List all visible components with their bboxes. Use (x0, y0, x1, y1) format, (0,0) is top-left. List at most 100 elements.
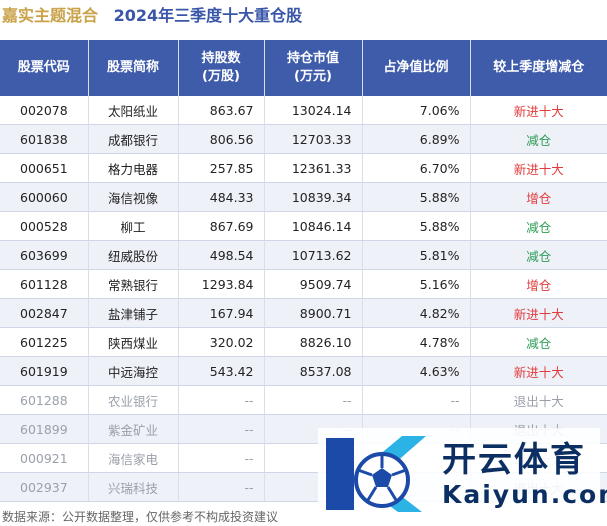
shares-held: 863.67 (178, 96, 265, 125)
position-change: 减仓 (470, 327, 607, 357)
stock-name: 常熟银行 (88, 269, 179, 299)
shares-held: -- (178, 443, 265, 473)
shares-held: -- (178, 414, 265, 444)
position-change: 减仓 (470, 240, 607, 270)
stock-name: 格力电器 (88, 153, 179, 183)
position-change: 增仓 (470, 182, 607, 212)
header-code: 股票代码 (0, 40, 89, 96)
header-name: 股票简称 (88, 40, 179, 96)
header-shares: 持股数 (万股) (178, 40, 265, 96)
market-value: 10846.14 (264, 211, 363, 241)
stock-name: 紫金矿业 (88, 414, 179, 444)
report-period: 2024年三季度十大重仓股 (113, 6, 303, 25)
position-change: 减仓 (470, 211, 607, 241)
position-change: 增仓 (470, 269, 607, 299)
stock-code: 601225 (0, 327, 89, 357)
shares-held: -- (178, 385, 265, 415)
table-row: 601919 中远海控 543.42 8537.08 4.63% 新进十大 (0, 356, 607, 386)
market-value: 8537.08 (264, 356, 363, 386)
brand-name-en: Kaiyun.com (442, 480, 607, 509)
net-value-ratio: 5.16% (362, 269, 471, 299)
shares-held: 320.02 (178, 327, 265, 357)
table-row: 000651 格力电器 257.85 12361.33 6.70% 新进十大 (0, 153, 607, 183)
market-value: 10839.34 (264, 182, 363, 212)
stock-name: 纽威股份 (88, 240, 179, 270)
stock-code: 603699 (0, 240, 89, 270)
header-ratio: 占净值比例 (362, 40, 471, 96)
table-row: 000528 柳工 867.69 10846.14 5.88% 减仓 (0, 211, 607, 241)
market-value: 9509.74 (264, 269, 363, 299)
market-value: 12703.33 (264, 124, 363, 154)
shares-held: 484.33 (178, 182, 265, 212)
stock-code: 000651 (0, 153, 89, 183)
chart-title: 嘉实主题混合 2024年三季度十大重仓股 (2, 3, 302, 29)
shares-held: 806.56 (178, 124, 265, 154)
market-value: 12361.33 (264, 153, 363, 183)
shares-held: 257.85 (178, 153, 265, 183)
shares-held: -- (178, 472, 265, 502)
market-value: 13024.14 (264, 96, 363, 125)
soccer-ball-logo-icon (326, 436, 426, 512)
stock-name: 成都银行 (88, 124, 179, 154)
net-value-ratio: 5.88% (362, 182, 471, 212)
market-value: 8900.71 (264, 298, 363, 328)
net-value-ratio: 7.06% (362, 96, 471, 125)
stock-name: 盐津铺子 (88, 298, 179, 328)
net-value-ratio: 4.82% (362, 298, 471, 328)
table-row: 002847 盐津铺子 167.94 8900.71 4.82% 新进十大 (0, 298, 607, 328)
market-value: 10713.62 (264, 240, 363, 270)
shares-held: 543.42 (178, 356, 265, 386)
table-row: 002078 太阳纸业 863.67 13024.14 7.06% 新进十大 (0, 96, 607, 125)
shares-held: 1293.84 (178, 269, 265, 299)
stock-code: 002078 (0, 96, 89, 125)
table-row: 600060 海信视像 484.33 10839.34 5.88% 增仓 (0, 182, 607, 212)
stock-name: 太阳纸业 (88, 96, 179, 125)
stock-code: 002937 (0, 472, 89, 502)
stock-code: 002847 (0, 298, 89, 328)
position-change: 退出十大 (470, 385, 607, 415)
shares-held: 867.69 (178, 211, 265, 241)
net-value-ratio: 4.78% (362, 327, 471, 357)
net-value-ratio: 5.81% (362, 240, 471, 270)
stock-name: 兴瑞科技 (88, 472, 179, 502)
table-row: 601838 成都银行 806.56 12703.33 6.89% 减仓 (0, 124, 607, 154)
stock-name: 农业银行 (88, 385, 179, 415)
holdings-table: 股票代码 股票简称 持股数 (万股) 持仓市值 (万元) 占净值比例 较上季度增… (0, 40, 607, 502)
stock-code: 600060 (0, 182, 89, 212)
header-value: 持仓市值 (万元) (264, 40, 363, 96)
net-value-ratio: 4.63% (362, 356, 471, 386)
position-change: 新进十大 (470, 356, 607, 386)
stock-name: 海信家电 (88, 443, 179, 473)
stock-code: 601128 (0, 269, 89, 299)
table-header-row: 股票代码 股票简称 持股数 (万股) 持仓市值 (万元) 占净值比例 较上季度增… (0, 40, 607, 96)
stock-name: 海信视像 (88, 182, 179, 212)
stock-code: 000921 (0, 443, 89, 473)
header-change: 较上季度增减仓 (470, 40, 607, 96)
stock-code: 601838 (0, 124, 89, 154)
market-value: -- (264, 385, 363, 415)
net-value-ratio: -- (362, 385, 471, 415)
net-value-ratio: 5.88% (362, 211, 471, 241)
net-value-ratio: 6.70% (362, 153, 471, 183)
stock-name: 中远海控 (88, 356, 179, 386)
stock-code: 000528 (0, 211, 89, 241)
table-row: 601128 常熟银行 1293.84 9509.74 5.16% 增仓 (0, 269, 607, 299)
brand-name-cn: 开云体育 (442, 440, 586, 480)
market-value: 8826.10 (264, 327, 363, 357)
stock-name: 陕西煤业 (88, 327, 179, 357)
position-change: 新进十大 (470, 153, 607, 183)
stock-code: 601919 (0, 356, 89, 386)
table-row: 601288 农业银行 -- -- -- 退出十大 (0, 385, 607, 415)
stock-code: 601899 (0, 414, 89, 444)
net-value-ratio: 6.89% (362, 124, 471, 154)
fund-name: 嘉实主题混合 (2, 6, 99, 25)
table-row: 601225 陕西煤业 320.02 8826.10 4.78% 减仓 (0, 327, 607, 357)
position-change: 新进十大 (470, 96, 607, 125)
stock-code: 601288 (0, 385, 89, 415)
stock-name: 柳工 (88, 211, 179, 241)
position-change: 减仓 (470, 124, 607, 154)
shares-held: 498.54 (178, 240, 265, 270)
data-source-note: 数据来源：公开数据整理，仅供参考不构成投资建议 (2, 510, 279, 524)
position-change: 新进十大 (470, 298, 607, 328)
brand-watermark-logo: 开云体育 Kaiyun.com (318, 428, 607, 520)
